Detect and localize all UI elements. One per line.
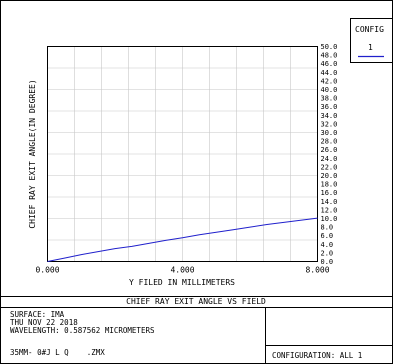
y-tick-label: 14.0	[321, 198, 338, 206]
y-tick-label: 48.0	[321, 52, 338, 60]
y-tick-label: 36.0	[321, 103, 338, 111]
y-tick-label: 10.0	[321, 215, 338, 223]
y-tick-label: 18.0	[321, 181, 338, 189]
chart-title: CHIEF RAY EXIT ANGLE VS FIELD	[126, 297, 266, 306]
y-tick-label: 46.0	[321, 60, 338, 68]
series-line	[47, 217, 318, 262]
config-value: 1	[368, 43, 373, 52]
date-text: THU NOV 22 2018	[10, 318, 78, 327]
x-tick-label: 8.000	[305, 266, 329, 275]
plot-grid	[47, 46, 318, 262]
x-tick-label: 0.000	[35, 266, 59, 275]
config-label: CONFIG	[355, 25, 384, 34]
y-tick-label: 30.0	[321, 129, 338, 137]
y-tick-label: 40.0	[321, 86, 338, 94]
y-tick-label: 2.0	[321, 249, 334, 257]
y-tick-label: 4.0	[321, 241, 334, 249]
y-tick-label: 20.0	[321, 172, 338, 180]
file-text: 35MM- 0#J L Q .ZMX	[10, 348, 105, 357]
configuration-text: CONFIGURATION: ALL 1	[272, 351, 362, 360]
y-tick-label: 0.0	[321, 258, 334, 266]
config-panel	[350, 18, 393, 63]
y-tick-label: 26.0	[321, 146, 338, 154]
y-tick-label: 28.0	[321, 138, 338, 146]
y-tick-label: 38.0	[321, 95, 338, 103]
surface-text: SURFACE: IMA	[10, 310, 65, 319]
y-tick-labels: 0.02.04.06.08.010.012.014.016.018.020.02…	[321, 43, 338, 266]
y-tick-label: 8.0	[321, 224, 334, 232]
x-tick-labels: 0.000 4.000 8.000	[35, 266, 329, 275]
y-tick-label: 6.0	[321, 232, 334, 240]
y-axis-label: CHIEF RAY EXIT ANGLE(IN DEGREE)	[28, 79, 37, 228]
wavelength-text: WAVELENGTH: 0.587562 MICROMETERS	[10, 326, 155, 335]
x-axis-label: Y FILED IN MILLIMETERS	[129, 278, 235, 287]
y-tick-label: 44.0	[321, 69, 338, 77]
y-tick-label: 16.0	[321, 189, 338, 197]
y-tick-label: 32.0	[321, 120, 338, 128]
plot-frame	[47, 46, 318, 262]
y-tick-label: 24.0	[321, 155, 338, 163]
x-tick-label: 4.000	[170, 266, 194, 275]
y-tick-label: 34.0	[321, 112, 338, 120]
y-tick-label: 50.0	[321, 43, 338, 51]
y-tick-label: 22.0	[321, 163, 338, 171]
y-tick-label: 42.0	[321, 77, 338, 85]
y-tick-label: 12.0	[321, 206, 338, 214]
